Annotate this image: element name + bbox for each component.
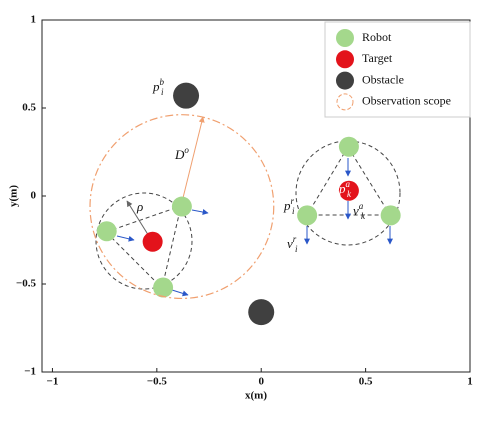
point	[297, 205, 318, 226]
point	[171, 196, 192, 217]
x-tick-label: −1	[47, 376, 59, 388]
legend-label: Robot	[362, 30, 392, 44]
annotation: ρ	[136, 199, 143, 214]
point	[96, 221, 117, 242]
annotation-sup: r	[291, 196, 295, 206]
annotation: pb i	[152, 77, 165, 97]
annotation-sup: a	[346, 179, 351, 189]
annotation-sub: i	[292, 206, 295, 216]
legend-label: Obstacle	[362, 72, 404, 86]
y-tick-label: −1	[24, 366, 36, 378]
legend-label: Target	[362, 51, 393, 65]
annotation-sub: i	[161, 87, 164, 97]
annotation-sub: k	[361, 211, 366, 221]
annotation-sub: k	[347, 189, 352, 199]
point	[248, 299, 275, 326]
annotation-sup: o	[184, 145, 189, 155]
point	[338, 180, 359, 201]
y-tick-label: 0.5	[22, 102, 36, 114]
annotation: pa k	[338, 179, 352, 199]
annotation: vr i	[287, 234, 298, 254]
y-tick-label: 1	[31, 14, 37, 26]
point	[142, 231, 163, 252]
legend-marker	[336, 93, 354, 111]
x-tick-label: 0	[258, 376, 264, 388]
annotation-base: v	[287, 236, 293, 251]
point	[380, 205, 401, 226]
formation-sketch	[95, 116, 401, 297]
x-tick-label: 0.5	[359, 376, 373, 388]
annotation: va k	[353, 201, 366, 221]
annotation-base: v	[353, 203, 359, 218]
x-tick-label: 1	[467, 376, 473, 388]
annotation-base: p	[338, 181, 346, 196]
x-axis-label: x(m)	[245, 390, 267, 402]
legend-marker	[336, 50, 354, 69]
annotation-sub: i	[295, 244, 298, 254]
point	[173, 82, 200, 109]
annotation-sup: b	[160, 77, 165, 87]
point	[153, 277, 174, 298]
annotation-base: ρ	[136, 199, 143, 214]
annotation-sup: r	[293, 234, 297, 244]
annotation-sup: a	[359, 201, 364, 211]
legend-marker	[336, 71, 354, 90]
annotation-base: D	[174, 147, 185, 162]
point	[338, 136, 359, 157]
annotation-base: p	[152, 79, 160, 94]
observation-scope	[89, 114, 275, 300]
y-axis-label: y(m)	[8, 185, 20, 207]
y-tick-label: 0	[31, 190, 37, 202]
legend-label: Observation scope	[362, 94, 451, 108]
annotation: Do	[174, 145, 189, 162]
legend-marker	[336, 29, 354, 47]
y-tick-label: −0.5	[16, 278, 37, 290]
annotation: pr i	[283, 196, 295, 216]
x-tick-label: −0.5	[147, 376, 168, 388]
annotation-base: p	[283, 198, 291, 213]
